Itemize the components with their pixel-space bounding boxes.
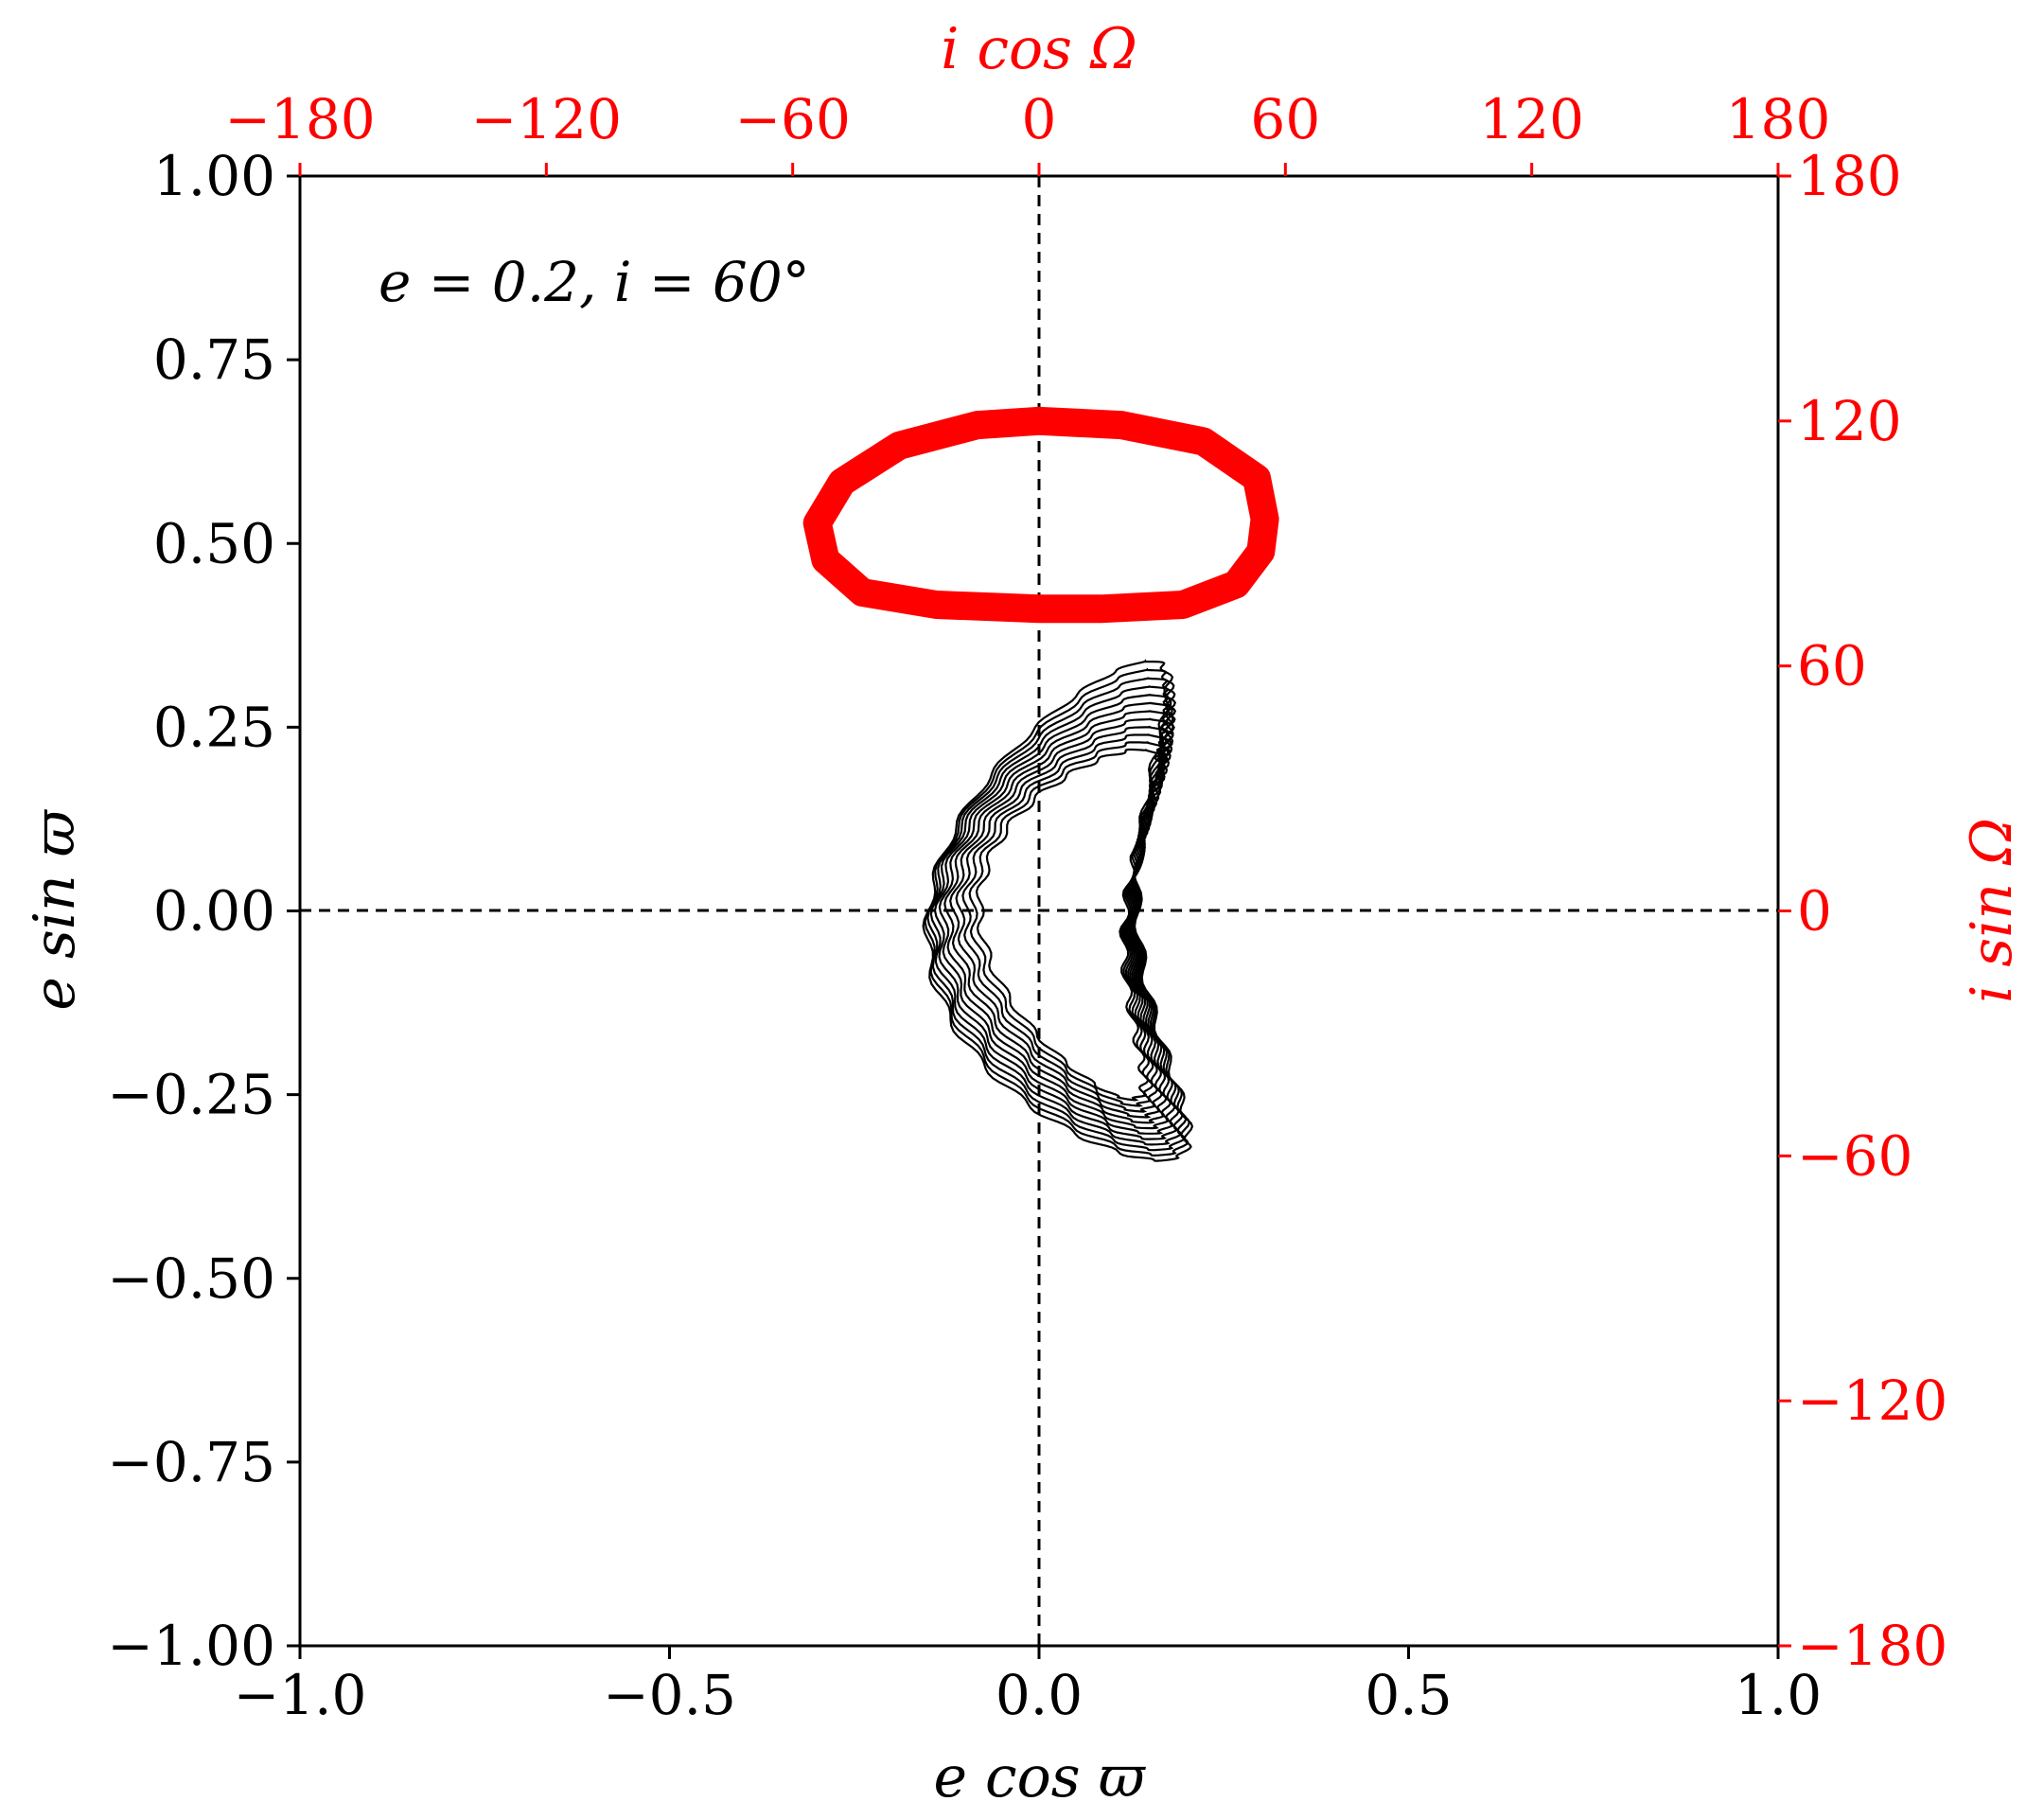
y-tick-label-left: 0.00 <box>153 879 275 944</box>
black-series <box>922 659 1194 1162</box>
red-orbit-loop <box>802 406 1279 624</box>
y-axis-label-right: i sin Ω <box>1959 818 2025 1003</box>
y-tick-label-right: 120 <box>1797 389 1902 453</box>
x-tick-label-top: −60 <box>734 87 850 151</box>
y-tick-label-right: −60 <box>1797 1123 1912 1188</box>
y-tick-label-left: −0.50 <box>107 1246 275 1311</box>
y-axis-label-left: e sin ϖ <box>22 808 88 1010</box>
x-tick-label-top: 0 <box>1022 87 1057 151</box>
y-tick-label-right: −180 <box>1797 1614 1947 1678</box>
black-orbit-loop <box>922 659 1194 1162</box>
y-tick-label-right: 0 <box>1797 879 1832 944</box>
y-tick-label-right: 60 <box>1797 634 1867 698</box>
x-tick-label-bottom: 0.5 <box>1365 1663 1452 1727</box>
y-tick-label-left: −1.00 <box>107 1614 275 1678</box>
y-tick-label-right: −120 <box>1797 1369 1947 1433</box>
y-tick-label-left: 0.75 <box>153 327 275 392</box>
x-tick-label-top: 120 <box>1479 87 1584 151</box>
x-tick-label-bottom: 1.0 <box>1735 1663 1822 1727</box>
y-tick-label-left: 0.25 <box>153 695 275 759</box>
annotation: e = 0.2, i = 60° <box>379 250 810 314</box>
y-tick-label-left: −0.25 <box>107 1063 275 1127</box>
x-tick-label-top: −120 <box>471 87 622 151</box>
y-tick-label-left: 0.50 <box>153 511 275 575</box>
x-tick-label-top: −180 <box>224 87 375 151</box>
x-tick-label-top: 60 <box>1250 87 1320 151</box>
x-tick-label-bottom: 0.0 <box>996 1663 1083 1727</box>
x-tick-label-bottom: −0.5 <box>603 1663 736 1727</box>
x-tick-label-bottom: −1.0 <box>234 1663 367 1727</box>
x-axis-label-bottom: e cos ϖ <box>933 1744 1146 1810</box>
x-axis-label-top: i cos Ω <box>941 16 1137 82</box>
y-tick-label-left: 1.00 <box>153 144 275 208</box>
x-tick-label-top: 180 <box>1726 87 1831 151</box>
y-tick-label-left: −0.75 <box>107 1430 275 1494</box>
y-tick-label-right: 180 <box>1797 144 1902 208</box>
